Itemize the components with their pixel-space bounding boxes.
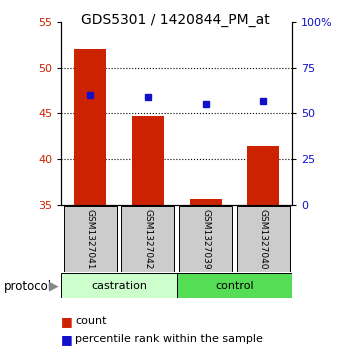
Bar <box>132 116 164 205</box>
FancyBboxPatch shape <box>237 207 290 272</box>
Text: protocol: protocol <box>4 280 52 293</box>
Text: ■: ■ <box>61 315 73 328</box>
FancyBboxPatch shape <box>61 273 177 298</box>
Text: count: count <box>75 316 107 326</box>
Text: percentile rank within the sample: percentile rank within the sample <box>75 334 263 344</box>
FancyBboxPatch shape <box>64 207 117 272</box>
Bar <box>247 146 279 205</box>
Text: GSM1327040: GSM1327040 <box>259 209 268 269</box>
Bar <box>190 199 222 205</box>
Bar <box>74 49 106 205</box>
Text: GSM1327041: GSM1327041 <box>86 209 94 269</box>
Text: castration: castration <box>91 281 147 291</box>
Text: GDS5301 / 1420844_PM_at: GDS5301 / 1420844_PM_at <box>80 13 270 27</box>
Text: ■: ■ <box>61 333 73 346</box>
Text: control: control <box>215 281 254 291</box>
FancyBboxPatch shape <box>177 273 292 298</box>
Text: GSM1327039: GSM1327039 <box>201 209 210 269</box>
FancyBboxPatch shape <box>121 207 174 272</box>
Text: ▶: ▶ <box>49 280 59 293</box>
Text: GSM1327042: GSM1327042 <box>144 209 152 269</box>
FancyBboxPatch shape <box>179 207 232 272</box>
